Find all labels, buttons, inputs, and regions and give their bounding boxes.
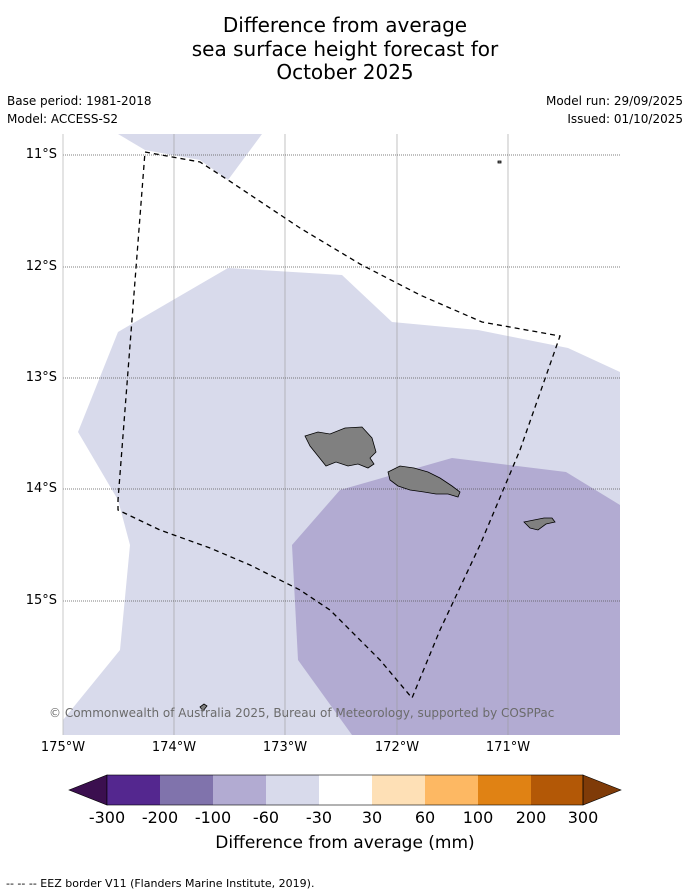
colorbar-tick: -300 <box>88 808 126 827</box>
colorbar-segment <box>213 775 266 805</box>
colorbar-tick: 200 <box>515 808 547 827</box>
colorbar-tick: -30 <box>305 808 333 827</box>
lat-label: 11°S <box>25 147 57 162</box>
model-run: Model run: 29/09/2025 <box>545 94 683 108</box>
island-savaii <box>304 426 377 469</box>
model-name: Model: ACCESS-S2 <box>7 112 119 126</box>
lon-label: 171°W <box>485 740 531 755</box>
lon-label: 175°W <box>40 740 86 755</box>
colorbar-tick: -60 <box>252 808 280 827</box>
lon-label: 173°W <box>262 740 308 755</box>
colorbar-tick: 30 <box>361 808 383 827</box>
colorbar-extend-max <box>582 774 622 806</box>
colorbar-segment <box>319 775 372 805</box>
base-period: Base period: 1981-2018 <box>7 94 152 108</box>
colorbar-tick: 60 <box>414 808 436 827</box>
gridlines <box>173 134 509 735</box>
colorbar-extend-min <box>68 774 108 806</box>
colorbar-segment <box>266 775 319 805</box>
map-area <box>62 134 620 735</box>
anomaly-band-light-north <box>118 134 262 180</box>
colorbar-tick: 300 <box>567 808 599 827</box>
colorbar-segment <box>372 775 425 805</box>
lat-label: 14°S <box>25 481 57 496</box>
chart-title: Difference from average sea surface heig… <box>0 13 690 85</box>
lon-label: 172°W <box>374 740 420 755</box>
parallels <box>63 154 620 602</box>
colorbar-segment <box>531 775 583 805</box>
meta-right: Model run: 29/09/2025 Issued: 01/10/2025 <box>546 92 683 128</box>
colorbar <box>68 774 622 806</box>
colorbar-segment <box>160 775 213 805</box>
lat-label: 12°S <box>25 259 57 274</box>
title-line-3: October 2025 <box>276 60 414 84</box>
island-upolu <box>387 465 461 498</box>
colorbar-segment <box>478 775 531 805</box>
meta-left: Base period: 1981-2018 Model: ACCESS-S2 <box>7 92 152 128</box>
colorbar-tick: -100 <box>194 808 232 827</box>
lon-label: 174°W <box>151 740 197 755</box>
title-line-1: Difference from average <box>222 13 468 37</box>
colorbar-tick: 100 <box>462 808 494 827</box>
title-line-2: sea surface height forecast for <box>191 36 499 61</box>
issued-date: Issued: 01/10/2025 <box>567 112 683 126</box>
colorbar-segment <box>107 775 160 805</box>
eez-border <box>117 151 561 700</box>
colorbar-label: Difference from average (mm) <box>215 833 475 853</box>
colorbar-tick: -200 <box>141 808 179 827</box>
island-tutuila <box>523 517 556 531</box>
island-wallis <box>199 703 208 712</box>
lat-label: 15°S <box>25 593 57 608</box>
colorbar-outline <box>106 774 584 806</box>
lat-label: 13°S <box>25 370 57 385</box>
islands <box>199 160 556 712</box>
eez-legend-note: -- -- -- EEZ border V11 (Flanders Marine… <box>6 877 315 890</box>
copyright-credit: © Commonwealth of Australia 2025, Bureau… <box>49 706 555 720</box>
colorbar-segment <box>425 775 478 805</box>
island-swains <box>497 160 502 164</box>
